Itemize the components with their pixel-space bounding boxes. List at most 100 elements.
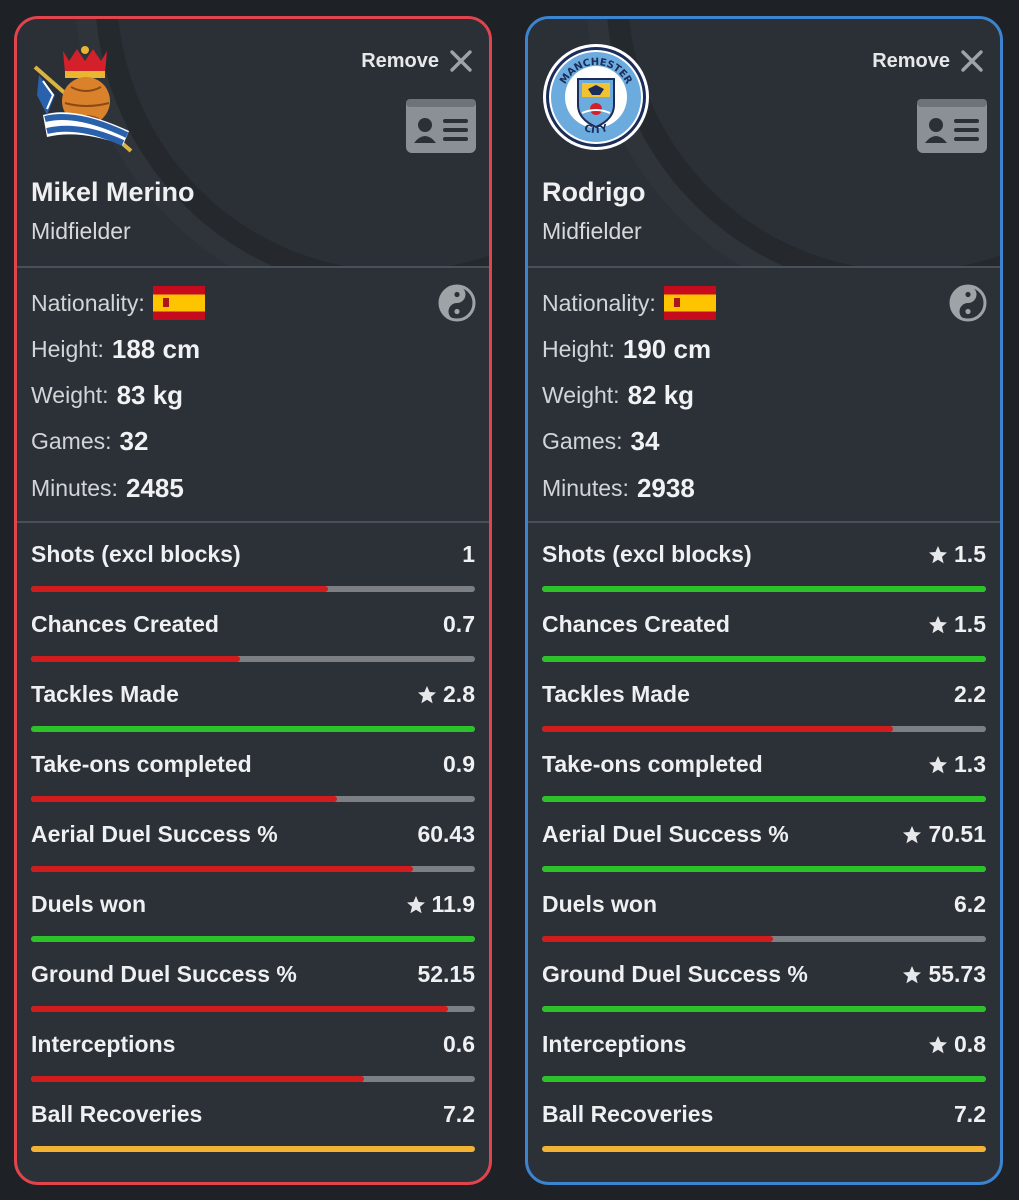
player-card-header: MANCHESTER CITY Remove <box>528 19 1000 268</box>
stat-label: Ground Duel Success % <box>31 961 297 987</box>
remove-label: Remove <box>872 49 950 72</box>
id-card-icon[interactable] <box>406 99 476 158</box>
stat-number: 0.6 <box>443 1031 475 1057</box>
remove-button[interactable]: Remove <box>872 49 984 73</box>
stat-label: Ball Recoveries <box>542 1101 714 1127</box>
stat-row: Ball Recoveries 7.2 <box>31 1083 475 1153</box>
stat-label: Duels won <box>542 891 658 917</box>
stat-bar-track <box>31 1006 475 1012</box>
player-card-1: Remove Mikel Merino Midfielder Nationali… <box>14 16 492 1185</box>
stat-number: 11.9 <box>431 891 476 917</box>
stat-row: Chances Created 1.5 <box>542 593 986 663</box>
weight-label: Weight: <box>31 382 109 408</box>
compare-toggle-icon[interactable] <box>438 284 476 327</box>
stat-row: Aerial Duel Success % 60.43 <box>31 803 475 873</box>
stat-row: Duels won 11.9 <box>31 873 475 943</box>
player-name: Rodrigo <box>542 177 646 207</box>
remove-button[interactable]: Remove <box>361 49 473 73</box>
stat-number: 60.43 <box>417 821 475 847</box>
stat-bar-track <box>31 1076 475 1082</box>
stat-row: Tackles Made 2.8 <box>31 663 475 733</box>
games-row: Games: 34 <box>542 426 659 457</box>
stat-value: 1 <box>462 541 475 568</box>
stat-bar-track <box>31 656 475 662</box>
player-name: Mikel Merino <box>31 177 195 207</box>
stat-bar-fill <box>542 586 986 592</box>
stat-number: 1.3 <box>954 751 986 777</box>
stat-bar-fill <box>31 1076 364 1082</box>
stat-label: Tackles Made <box>542 681 690 707</box>
stat-value: 1.3 <box>928 751 986 778</box>
stat-label: Duels won <box>31 891 147 917</box>
stat-bar-track <box>542 1006 986 1012</box>
stat-number: 52.15 <box>417 961 475 987</box>
stat-bar-track <box>31 726 475 732</box>
id-card-icon[interactable] <box>917 99 987 158</box>
stat-row: Interceptions 0.8 <box>542 1013 986 1083</box>
weight-row: Weight: 83 kg <box>31 380 183 411</box>
stat-bar-fill <box>542 1006 986 1012</box>
stat-bar-track <box>31 1146 475 1152</box>
stat-value: 2.8 <box>417 681 475 708</box>
stat-row: Chances Created 0.7 <box>31 593 475 663</box>
minutes-label: Minutes: <box>31 475 118 501</box>
stat-value: 7.2 <box>954 1101 986 1128</box>
stat-label: Aerial Duel Success % <box>542 821 789 847</box>
star-icon <box>903 825 922 843</box>
stat-number: 6.2 <box>954 891 986 917</box>
stat-label: Ball Recoveries <box>31 1101 203 1127</box>
manchester-city-crest-icon: MANCHESTER CITY <box>543 44 649 150</box>
stat-bar-track <box>31 796 475 802</box>
spain-flag-icon <box>152 286 205 320</box>
stat-bar-track <box>542 726 986 732</box>
stat-bar-track <box>542 1146 986 1152</box>
stat-row: Ground Duel Success % 55.73 <box>542 943 986 1013</box>
stat-label: Shots (excl blocks) <box>31 541 241 567</box>
stat-label: Tackles Made <box>31 681 179 707</box>
stat-number: 0.9 <box>443 751 475 777</box>
stat-label: Chances Created <box>542 611 730 637</box>
star-icon <box>929 615 948 633</box>
minutes-value: 2485 <box>125 473 184 503</box>
height-value: 190 cm <box>622 334 712 364</box>
stat-bar-fill <box>31 726 475 732</box>
nationality-label: Nationality: <box>542 289 656 316</box>
player-card-2: MANCHESTER CITY Remove <box>525 16 1003 1185</box>
stat-number: 0.7 <box>443 611 475 637</box>
stat-value: 70.51 <box>902 821 986 848</box>
minutes-label: Minutes: <box>542 475 629 501</box>
star-icon <box>929 545 948 563</box>
games-value: 34 <box>630 426 660 456</box>
minutes-row: Minutes: 2485 <box>31 473 184 504</box>
spain-flag-icon <box>663 286 716 320</box>
stat-value: 1.5 <box>928 611 986 638</box>
star-icon <box>929 1035 948 1053</box>
player-info: Nationality: Height: 190 cm Weight: 82 k… <box>528 268 1000 523</box>
stat-bar-fill <box>542 656 986 662</box>
real-sociedad-crest-icon <box>33 46 133 153</box>
stat-row: Shots (excl blocks) 1 <box>31 523 475 593</box>
stat-bar-fill <box>542 1146 986 1152</box>
stat-bar-fill <box>542 726 893 732</box>
stat-bar-track <box>542 656 986 662</box>
weight-row: Weight: 82 kg <box>542 380 694 411</box>
stat-value: 7.2 <box>443 1101 475 1128</box>
star-icon <box>418 685 437 703</box>
stat-number: 1 <box>462 541 475 567</box>
stat-value: 6.2 <box>954 891 986 918</box>
stat-number: 2.8 <box>443 681 475 707</box>
games-row: Games: 32 <box>31 426 148 457</box>
player-card-header: Remove Mikel Merino Midfielder <box>17 19 489 268</box>
weight-value: 82 kg <box>627 380 695 410</box>
star-icon <box>406 895 425 913</box>
stat-label: Take-ons completed <box>542 751 763 777</box>
stat-row: Shots (excl blocks) 1.5 <box>542 523 986 593</box>
stat-value: 55.73 <box>902 961 986 988</box>
stat-number: 2.2 <box>954 681 986 707</box>
stat-label: Shots (excl blocks) <box>542 541 752 567</box>
stat-bar-fill <box>31 866 413 872</box>
stat-bar-fill <box>31 1006 449 1012</box>
height-value: 188 cm <box>111 334 201 364</box>
stat-row: Take-ons completed 0.9 <box>31 733 475 803</box>
compare-toggle-icon[interactable] <box>949 284 987 327</box>
